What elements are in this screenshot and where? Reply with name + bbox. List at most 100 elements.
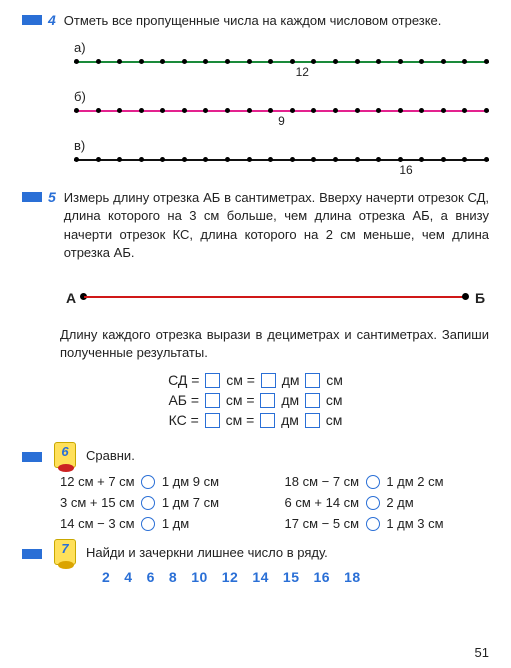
compare-circle[interactable] [141, 496, 155, 510]
tick [484, 59, 489, 64]
tick [333, 108, 338, 113]
tick-row [74, 57, 489, 65]
exercise-number: 5 [48, 189, 56, 205]
line-label: а) [74, 40, 489, 55]
compare-item: 6 см + 14 см 2 дм [285, 495, 490, 510]
sequence-number: 8 [169, 569, 177, 585]
tick [484, 108, 489, 113]
sequence-number: 18 [344, 569, 361, 585]
sequence-number: 2 [102, 569, 110, 585]
badge-number: 7 [61, 541, 68, 556]
answer-box[interactable] [305, 413, 320, 428]
tick [398, 108, 403, 113]
exercise-text: Измерь длину отрезка АБ в сантиметрах. В… [64, 189, 489, 262]
tick [333, 157, 338, 162]
tick [462, 59, 467, 64]
answer-box[interactable] [260, 393, 275, 408]
tick [74, 157, 79, 162]
equation-row: КС = см = дм см [22, 412, 489, 428]
tick [376, 108, 381, 113]
tick [441, 157, 446, 162]
tick [419, 108, 424, 113]
sequence-number: 4 [124, 569, 132, 585]
tick [160, 108, 165, 113]
tick [462, 157, 467, 162]
tick [203, 108, 208, 113]
line-value: 9 [278, 114, 285, 128]
tick [203, 59, 208, 64]
tick [96, 59, 101, 64]
exercise-7-header: 7 Найди и зачеркни лишнее число в ряду. [22, 539, 489, 565]
tick [117, 157, 122, 162]
number-sequence: 2468101214151618 [102, 569, 489, 585]
compare-item: 12 см + 7 см 1 дм 9 см [60, 474, 265, 489]
tick-row [74, 155, 489, 163]
tick [290, 108, 295, 113]
tick [484, 157, 489, 162]
compare-circle[interactable] [141, 475, 155, 489]
tick [268, 108, 273, 113]
tick [74, 59, 79, 64]
compare-circle[interactable] [366, 496, 380, 510]
tick [139, 108, 144, 113]
tick [290, 157, 295, 162]
marker-icon [22, 452, 42, 462]
answer-box[interactable] [205, 393, 220, 408]
tick [203, 157, 208, 162]
tick [398, 59, 403, 64]
segment-right-label: Б [475, 290, 485, 306]
badge-icon: 7 [54, 539, 76, 565]
answer-box[interactable] [305, 373, 320, 388]
marker-icon [22, 15, 42, 25]
segment-left-label: А [66, 290, 76, 306]
answer-box[interactable] [261, 373, 276, 388]
segment-endpoint [462, 293, 469, 300]
compare-item: 14 см − 3 см 1 дм [60, 516, 265, 531]
answer-box[interactable] [205, 373, 220, 388]
tick [268, 59, 273, 64]
marker-icon [22, 549, 42, 559]
tick [355, 108, 360, 113]
tick [268, 157, 273, 162]
tick [225, 108, 230, 113]
segment-line [84, 296, 465, 298]
tick [182, 59, 187, 64]
sequence-number: 14 [252, 569, 269, 585]
tick [355, 157, 360, 162]
exercise-4-header: 4 Отметь все пропущенные числа на каждом… [22, 12, 489, 30]
sequence-number: 10 [191, 569, 208, 585]
answer-box[interactable] [205, 413, 220, 428]
equation-block: СД = см = дм смАБ = см = дм смКС = см = … [22, 372, 489, 428]
tick [117, 59, 122, 64]
tick [419, 157, 424, 162]
compare-grid: 12 см + 7 см 1 дм 9 см18 см − 7 см 1 дм … [60, 474, 489, 531]
tick [139, 59, 144, 64]
tick [247, 157, 252, 162]
tick [247, 59, 252, 64]
answer-box[interactable] [305, 393, 320, 408]
compare-circle[interactable] [141, 517, 155, 531]
tick [225, 157, 230, 162]
tick [182, 108, 187, 113]
line-value: 12 [296, 65, 309, 79]
tick [117, 108, 122, 113]
tick [333, 59, 338, 64]
exercise-text: Найди и зачеркни лишнее число в ряду. [86, 545, 328, 560]
compare-circle[interactable] [366, 475, 380, 489]
tick [160, 59, 165, 64]
tick [96, 157, 101, 162]
segment-ab: А Б [60, 290, 489, 304]
compare-circle[interactable] [366, 517, 380, 531]
sequence-number: 16 [314, 569, 331, 585]
page-number: 51 [475, 645, 489, 660]
answer-box[interactable] [260, 413, 275, 428]
number-line-a: а) 12 [74, 40, 489, 79]
exercise-text: Отметь все пропущенные числа на каждом ч… [64, 12, 489, 30]
tick [225, 59, 230, 64]
line-label: б) [74, 89, 489, 104]
number-line-b: б) 9 [74, 89, 489, 128]
compare-item: 17 см − 5 см 1 дм 3 см [285, 516, 490, 531]
badge-number: 6 [61, 444, 68, 459]
line-label: в) [74, 138, 489, 153]
tick [74, 108, 79, 113]
